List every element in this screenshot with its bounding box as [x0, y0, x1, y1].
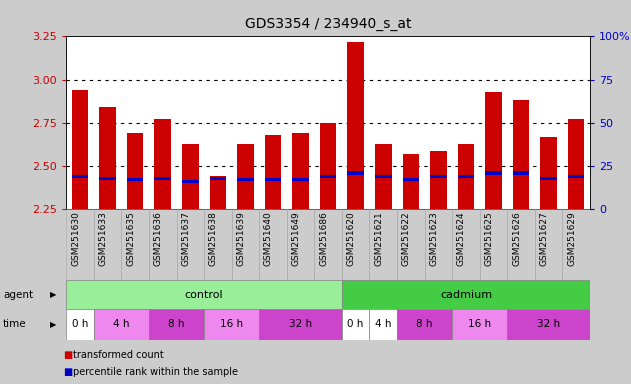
Text: 16 h: 16 h	[220, 319, 243, 329]
Text: percentile rank within the sample: percentile rank within the sample	[73, 367, 237, 377]
Bar	[99, 177, 116, 180]
Text: 8 h: 8 h	[168, 319, 185, 329]
FancyBboxPatch shape	[507, 309, 590, 340]
Text: transformed count: transformed count	[73, 350, 163, 360]
FancyBboxPatch shape	[370, 309, 397, 340]
Text: 0 h: 0 h	[72, 319, 88, 329]
Bar	[292, 133, 309, 209]
Bar	[568, 119, 584, 209]
Bar	[265, 135, 281, 209]
Bar	[513, 101, 529, 209]
Bar	[403, 154, 419, 209]
Text: GSM251626: GSM251626	[512, 212, 521, 266]
Text: GSM251639: GSM251639	[237, 212, 245, 266]
Bar	[457, 175, 475, 178]
Bar	[568, 175, 584, 178]
Bar	[403, 178, 419, 182]
Bar	[485, 171, 502, 175]
Text: GSM251621: GSM251621	[374, 212, 383, 266]
Bar	[182, 180, 199, 183]
Text: 0 h: 0 h	[348, 319, 364, 329]
Bar	[540, 137, 557, 209]
Text: GSM251635: GSM251635	[126, 212, 135, 266]
Bar	[72, 90, 88, 209]
Bar	[237, 178, 254, 182]
Text: agent: agent	[3, 290, 33, 300]
Text: GSM251625: GSM251625	[485, 212, 493, 266]
Bar	[375, 144, 391, 209]
Bar	[99, 108, 116, 209]
Text: 32 h: 32 h	[537, 319, 560, 329]
Text: GSM251637: GSM251637	[181, 212, 191, 266]
Bar	[292, 178, 309, 182]
FancyBboxPatch shape	[94, 309, 149, 340]
FancyBboxPatch shape	[452, 309, 507, 340]
Bar	[127, 178, 143, 182]
Text: time: time	[3, 319, 27, 329]
Text: GSM251629: GSM251629	[567, 212, 576, 266]
Bar	[72, 175, 88, 178]
Text: ▶: ▶	[50, 320, 57, 329]
FancyBboxPatch shape	[397, 309, 452, 340]
Text: ▶: ▶	[50, 290, 57, 299]
FancyBboxPatch shape	[342, 280, 590, 309]
Bar	[209, 177, 226, 180]
Text: 8 h: 8 h	[416, 319, 433, 329]
Text: GDS3354 / 234940_s_at: GDS3354 / 234940_s_at	[245, 17, 411, 31]
Text: control: control	[185, 290, 223, 300]
Bar	[540, 177, 557, 180]
Bar	[430, 175, 447, 178]
FancyBboxPatch shape	[66, 280, 342, 309]
FancyBboxPatch shape	[259, 309, 342, 340]
Text: GSM251640: GSM251640	[264, 212, 273, 266]
Text: GSM251633: GSM251633	[98, 212, 108, 266]
FancyBboxPatch shape	[204, 309, 259, 340]
Text: GSM251649: GSM251649	[292, 212, 300, 266]
Text: cadmium: cadmium	[440, 290, 492, 300]
Bar	[457, 144, 475, 209]
Text: GSM251627: GSM251627	[540, 212, 548, 266]
Bar	[265, 178, 281, 182]
Text: 32 h: 32 h	[289, 319, 312, 329]
FancyBboxPatch shape	[342, 309, 370, 340]
Bar	[513, 171, 529, 175]
FancyBboxPatch shape	[66, 309, 94, 340]
Bar	[237, 144, 254, 209]
Bar	[375, 175, 391, 178]
Bar	[155, 119, 171, 209]
Text: ■: ■	[63, 350, 73, 360]
Text: ■: ■	[63, 367, 73, 377]
Text: 4 h: 4 h	[113, 319, 129, 329]
Text: GSM251622: GSM251622	[402, 212, 411, 266]
Text: 4 h: 4 h	[375, 319, 391, 329]
Bar	[320, 123, 336, 209]
Text: GSM251620: GSM251620	[346, 212, 356, 266]
Bar	[155, 177, 171, 180]
FancyBboxPatch shape	[149, 309, 204, 340]
Bar	[320, 175, 336, 178]
Bar	[348, 171, 364, 175]
Text: GSM251636: GSM251636	[154, 212, 163, 266]
Bar	[209, 177, 226, 209]
Text: GSM251624: GSM251624	[457, 212, 466, 266]
Text: GSM251630: GSM251630	[71, 212, 80, 266]
Text: GSM251623: GSM251623	[429, 212, 439, 266]
Text: GSM251686: GSM251686	[319, 212, 328, 266]
Text: 16 h: 16 h	[468, 319, 492, 329]
Bar	[430, 151, 447, 209]
Bar	[182, 144, 199, 209]
Bar	[485, 92, 502, 209]
Text: GSM251638: GSM251638	[209, 212, 218, 266]
Bar	[127, 133, 143, 209]
Bar	[348, 42, 364, 209]
